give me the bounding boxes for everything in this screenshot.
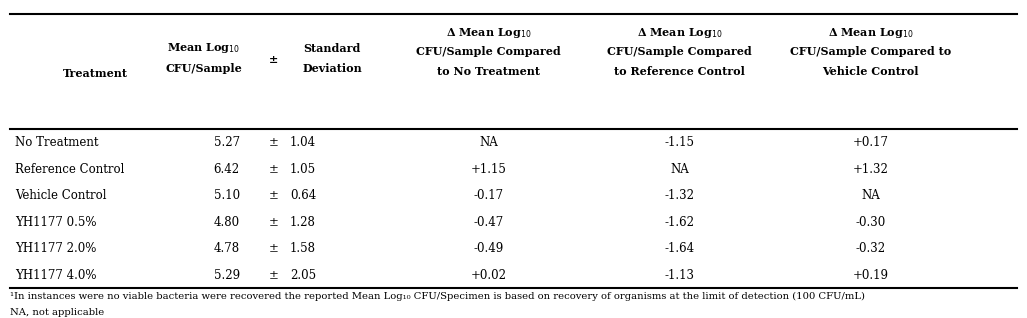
Text: -0.47: -0.47 bbox=[473, 216, 503, 229]
Text: 1.04: 1.04 bbox=[290, 136, 316, 149]
Text: to Reference Control: to Reference Control bbox=[614, 66, 745, 77]
Text: 0.64: 0.64 bbox=[290, 189, 316, 202]
Text: 4.80: 4.80 bbox=[214, 216, 239, 229]
Text: NA: NA bbox=[479, 136, 498, 149]
Text: -0.30: -0.30 bbox=[855, 216, 886, 229]
Text: +0.17: +0.17 bbox=[852, 136, 888, 149]
Text: CFU/Sample: CFU/Sample bbox=[165, 63, 242, 74]
Text: 2.05: 2.05 bbox=[290, 269, 316, 281]
Text: 5.10: 5.10 bbox=[214, 189, 239, 202]
Text: YH1177 2.0%: YH1177 2.0% bbox=[15, 242, 97, 255]
Text: ±: ± bbox=[269, 216, 279, 229]
Text: NA: NA bbox=[671, 162, 689, 176]
Text: Treatment: Treatment bbox=[64, 68, 128, 79]
Text: 5.29: 5.29 bbox=[214, 269, 239, 281]
Text: Standard: Standard bbox=[304, 43, 362, 54]
Text: 1.28: 1.28 bbox=[290, 216, 316, 229]
Text: Vehicle Control: Vehicle Control bbox=[15, 189, 107, 202]
Text: Δ Mean Log$_{10}$: Δ Mean Log$_{10}$ bbox=[446, 26, 531, 40]
Text: +0.19: +0.19 bbox=[852, 269, 888, 281]
Text: CFU/Sample Compared: CFU/Sample Compared bbox=[416, 46, 561, 57]
Text: -0.32: -0.32 bbox=[855, 242, 886, 255]
Text: ±: ± bbox=[269, 269, 279, 281]
Text: 5.27: 5.27 bbox=[214, 136, 239, 149]
Text: ±: ± bbox=[269, 162, 279, 176]
Text: ¹In instances were no viable bacteria were recovered the reported Mean Log₁₀ CFU: ¹In instances were no viable bacteria we… bbox=[10, 291, 866, 301]
Text: +1.32: +1.32 bbox=[852, 162, 888, 176]
Text: ±: ± bbox=[269, 242, 279, 255]
Text: -1.62: -1.62 bbox=[664, 216, 694, 229]
Text: NA, not applicable: NA, not applicable bbox=[10, 308, 105, 317]
Text: 4.78: 4.78 bbox=[214, 242, 239, 255]
Text: -1.32: -1.32 bbox=[664, 189, 694, 202]
Text: CFU/Sample Compared: CFU/Sample Compared bbox=[607, 46, 752, 57]
Text: +0.02: +0.02 bbox=[470, 269, 506, 281]
Text: +1.15: +1.15 bbox=[470, 162, 506, 176]
Text: Mean Log$_{10}$: Mean Log$_{10}$ bbox=[167, 41, 240, 55]
Text: -1.15: -1.15 bbox=[664, 136, 694, 149]
Text: 6.42: 6.42 bbox=[214, 162, 239, 176]
Text: No Treatment: No Treatment bbox=[15, 136, 99, 149]
Text: YH1177 4.0%: YH1177 4.0% bbox=[15, 269, 97, 281]
Text: -0.17: -0.17 bbox=[473, 189, 503, 202]
Text: Δ Mean Log$_{10}$: Δ Mean Log$_{10}$ bbox=[828, 26, 914, 40]
Text: -0.49: -0.49 bbox=[473, 242, 503, 255]
Text: to No Treatment: to No Treatment bbox=[436, 66, 540, 77]
Text: NA: NA bbox=[862, 189, 880, 202]
Text: ±: ± bbox=[269, 54, 278, 65]
Text: 1.05: 1.05 bbox=[290, 162, 316, 176]
Text: 1.58: 1.58 bbox=[290, 242, 316, 255]
Text: YH1177 0.5%: YH1177 0.5% bbox=[15, 216, 97, 229]
Text: Vehicle Control: Vehicle Control bbox=[823, 66, 919, 77]
Text: -1.13: -1.13 bbox=[664, 269, 694, 281]
Text: Δ Mean Log$_{10}$: Δ Mean Log$_{10}$ bbox=[637, 26, 722, 40]
Text: -1.64: -1.64 bbox=[664, 242, 694, 255]
Text: CFU/Sample Compared to: CFU/Sample Compared to bbox=[790, 46, 951, 57]
Text: ±: ± bbox=[269, 136, 279, 149]
Text: ±: ± bbox=[269, 189, 279, 202]
Text: Reference Control: Reference Control bbox=[15, 162, 124, 176]
Text: Deviation: Deviation bbox=[303, 63, 363, 74]
